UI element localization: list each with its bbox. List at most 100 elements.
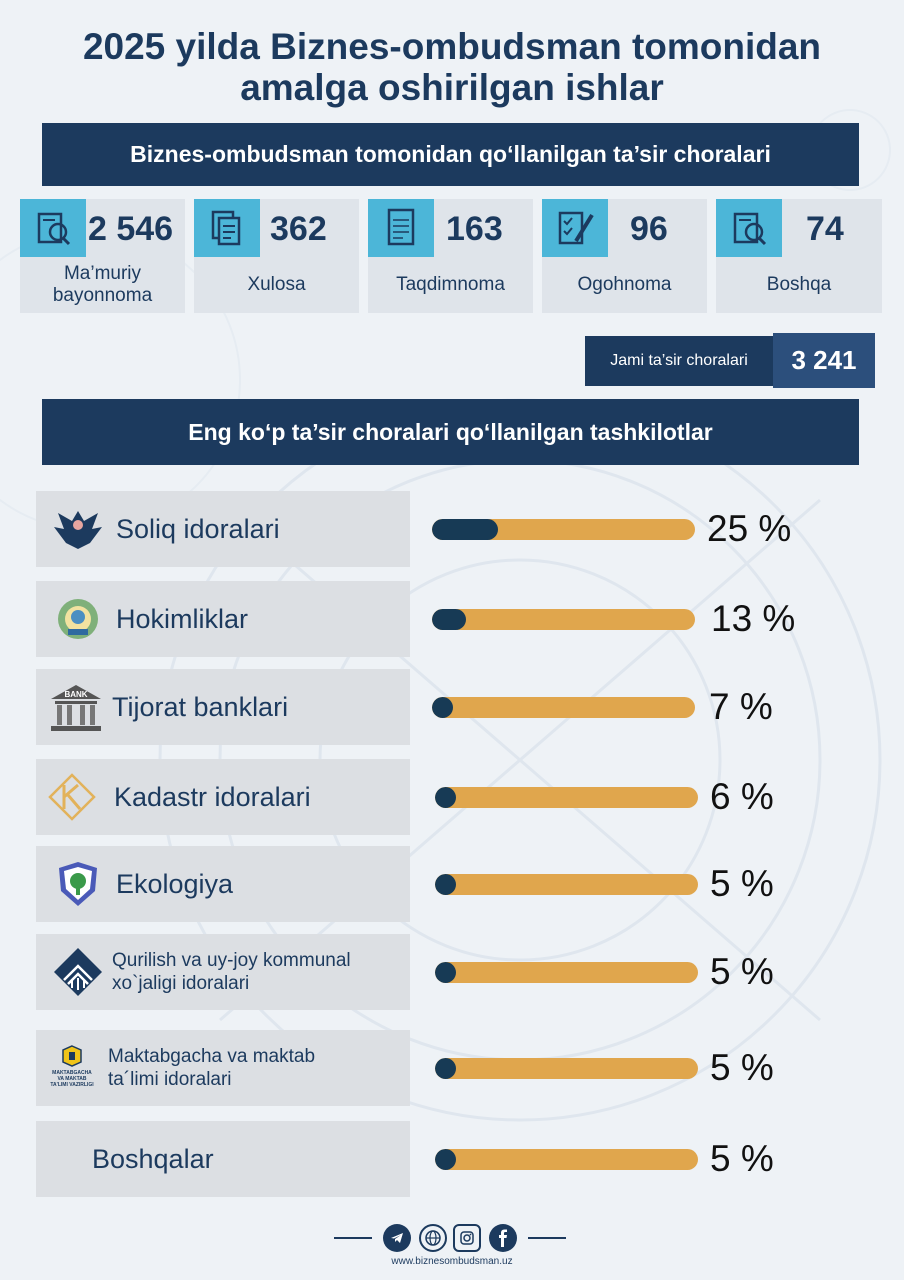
documents-icon — [194, 199, 260, 257]
share-bar-fill — [435, 874, 456, 895]
share-bar-fill — [432, 609, 466, 630]
stat-card-ogohnoma: 96 Ogohnoma — [542, 199, 707, 313]
cadastre-logo-icon — [42, 767, 102, 827]
footer-url[interactable]: www.biznesombudsman.uz — [391, 1256, 513, 1267]
org-name-line1: Qurilish va uy-joy kommunal — [112, 950, 351, 971]
state-emblem-icon — [48, 589, 108, 649]
org-row-kadastr: Kadastr idoralari 6 % — [0, 759, 904, 835]
share-bar-fill — [435, 962, 456, 983]
stat-label: Ogohnoma — [577, 274, 672, 295]
share-bar-track — [435, 874, 698, 895]
stat-value: 96 — [630, 209, 668, 248]
org-row-soliq: Soliq idoralari 25 % — [0, 491, 904, 567]
org-percent: 6 % — [710, 776, 774, 817]
stat-value: 2 546 — [88, 209, 174, 248]
checklist-pen-icon — [542, 199, 608, 257]
share-bar-track — [435, 1149, 698, 1170]
stat-label: Boshqa — [766, 274, 832, 295]
stat-value: 74 — [806, 209, 844, 248]
section-organizations-title: Eng ko‘p ta’sir choralari qo‘llanilgan t… — [42, 399, 859, 465]
org-row-boshqalar: Boshqalar 5 % — [0, 1121, 904, 1197]
org-name: Ekologiya — [116, 868, 234, 899]
share-bar-track — [432, 697, 695, 718]
org-row-hokimliklar: Hokimliklar 13 % — [0, 581, 904, 657]
stat-value: 362 — [270, 209, 327, 248]
org-box: Soliq idoralari — [36, 491, 410, 567]
page-title-line1: 2025 yilda Biznes-ombudsman tomonidan — [82, 26, 822, 67]
footer-divider — [334, 1237, 372, 1239]
org-name: Qurilish va uy-joy kommunal xo`jaligi ido… — [112, 934, 402, 1010]
org-name-line2: xo`jaligi idoralari — [112, 973, 250, 994]
org-name: Tijorat banklari — [112, 691, 289, 722]
stat-card-xulosa: 362 Xulosa — [194, 199, 359, 313]
org-percent: 5 % — [710, 1138, 774, 1179]
ecology-shield-icon — [48, 854, 108, 914]
org-percent: 13 % — [711, 598, 796, 639]
org-row-ekologiya: Ekologiya 5 % — [0, 846, 904, 922]
section-measures-title: Biznes-ombudsman tomonidan qo‘llanilgan … — [42, 123, 859, 186]
org-name-line2: ta´limi idoralari — [108, 1069, 232, 1090]
edu-logo-text: MAKTABGACHA — [52, 1070, 92, 1076]
stat-label: Taqdimnoma — [396, 274, 505, 295]
stat-label-line1: Ma’muriy — [63, 263, 142, 284]
org-percent: 5 % — [710, 1047, 774, 1088]
page-title: 2025 yilda Biznes-ombudsman tomonidan am… — [0, 26, 904, 108]
construction-logo-icon — [48, 942, 108, 1002]
org-box: MAKTABGACHA VA MAKTAB TA'LIMI VAZIRLIGI … — [36, 1030, 410, 1106]
stat-card-taqdimnoma: 163 Taqdimnoma — [368, 199, 533, 313]
facebook-icon[interactable] — [489, 1224, 517, 1252]
stat-card-bayonnoma: 2 546 Ma’muriy bayonnoma — [20, 199, 185, 313]
share-bar-track — [432, 609, 695, 630]
footer: www.biznesombudsman.uz — [0, 1218, 904, 1278]
org-box: BANK Tijorat banklari — [36, 669, 410, 745]
share-bar-track — [435, 962, 698, 983]
education-ministry-icon: MAKTABGACHA VA MAKTAB TA'LIMI VAZIRLIGI — [40, 1036, 104, 1096]
org-name: Hokimliklar — [116, 603, 249, 634]
org-percent: 5 % — [710, 863, 774, 904]
org-box: Kadastr idoralari — [36, 759, 410, 835]
org-name: Boshqalar — [92, 1143, 214, 1174]
share-bar-fill — [432, 519, 498, 540]
total-label: Jami ta’sir choralari — [585, 336, 773, 386]
org-percent: 7 % — [709, 686, 773, 727]
org-box: Qurilish va uy-joy kommunal xo`jaligi ido… — [36, 934, 410, 1010]
org-name: Soliq idoralari — [116, 513, 280, 544]
stat-card-boshqa: 74 Boshqa — [716, 199, 882, 313]
org-box: Ekologiya — [36, 846, 410, 922]
stat-label: Ma’muriy bayonnoma — [20, 261, 185, 309]
stat-label-line2: bayonnoma — [52, 285, 153, 306]
org-box: Hokimliklar — [36, 581, 410, 657]
tax-eagle-icon — [48, 499, 108, 559]
bank-building-icon: BANK — [46, 677, 106, 737]
instagram-icon[interactable] — [453, 1224, 481, 1252]
org-box: Boshqalar — [36, 1121, 410, 1197]
document-search-icon — [20, 199, 86, 257]
footer-divider — [528, 1237, 566, 1239]
org-name: Kadastr idoralari — [114, 781, 311, 812]
org-name: Maktabgacha va maktab ta´limi idoralari — [108, 1030, 398, 1106]
share-bar-fill — [435, 1058, 456, 1079]
org-row-maktab: MAKTABGACHA VA MAKTAB TA'LIMI VAZIRLIGI … — [0, 1030, 904, 1106]
document-search-icon — [716, 199, 782, 257]
telegram-icon[interactable] — [383, 1224, 411, 1252]
share-bar-track — [435, 787, 698, 808]
edu-logo-text: TA'LIMI VAZIRLIGI — [50, 1082, 94, 1088]
stat-label: Xulosa — [247, 274, 306, 295]
share-bar-fill — [432, 697, 453, 718]
page-title-line2: amalga oshirilgan ishlar — [240, 67, 664, 108]
share-bar-fill — [435, 1149, 456, 1170]
org-percent: 25 % — [707, 508, 792, 549]
share-bar-track — [435, 1058, 698, 1079]
org-name-line1: Maktabgacha va maktab — [108, 1046, 316, 1067]
stat-value: 163 — [446, 209, 503, 248]
edu-logo-text: VA MAKTAB — [57, 1076, 87, 1082]
org-row-qurilish: Qurilish va uy-joy kommunal xo`jaligi ido… — [0, 934, 904, 1010]
share-bar-track — [432, 519, 695, 540]
web-icon[interactable] — [419, 1224, 447, 1252]
org-percent: 5 % — [710, 951, 774, 992]
total-value: 3 241 — [773, 333, 875, 388]
org-row-banklar: BANK Tijorat banklari 7 % — [0, 669, 904, 745]
paper-icon — [368, 199, 434, 257]
bank-logo-text: BANK — [64, 690, 87, 699]
share-bar-fill — [435, 787, 456, 808]
